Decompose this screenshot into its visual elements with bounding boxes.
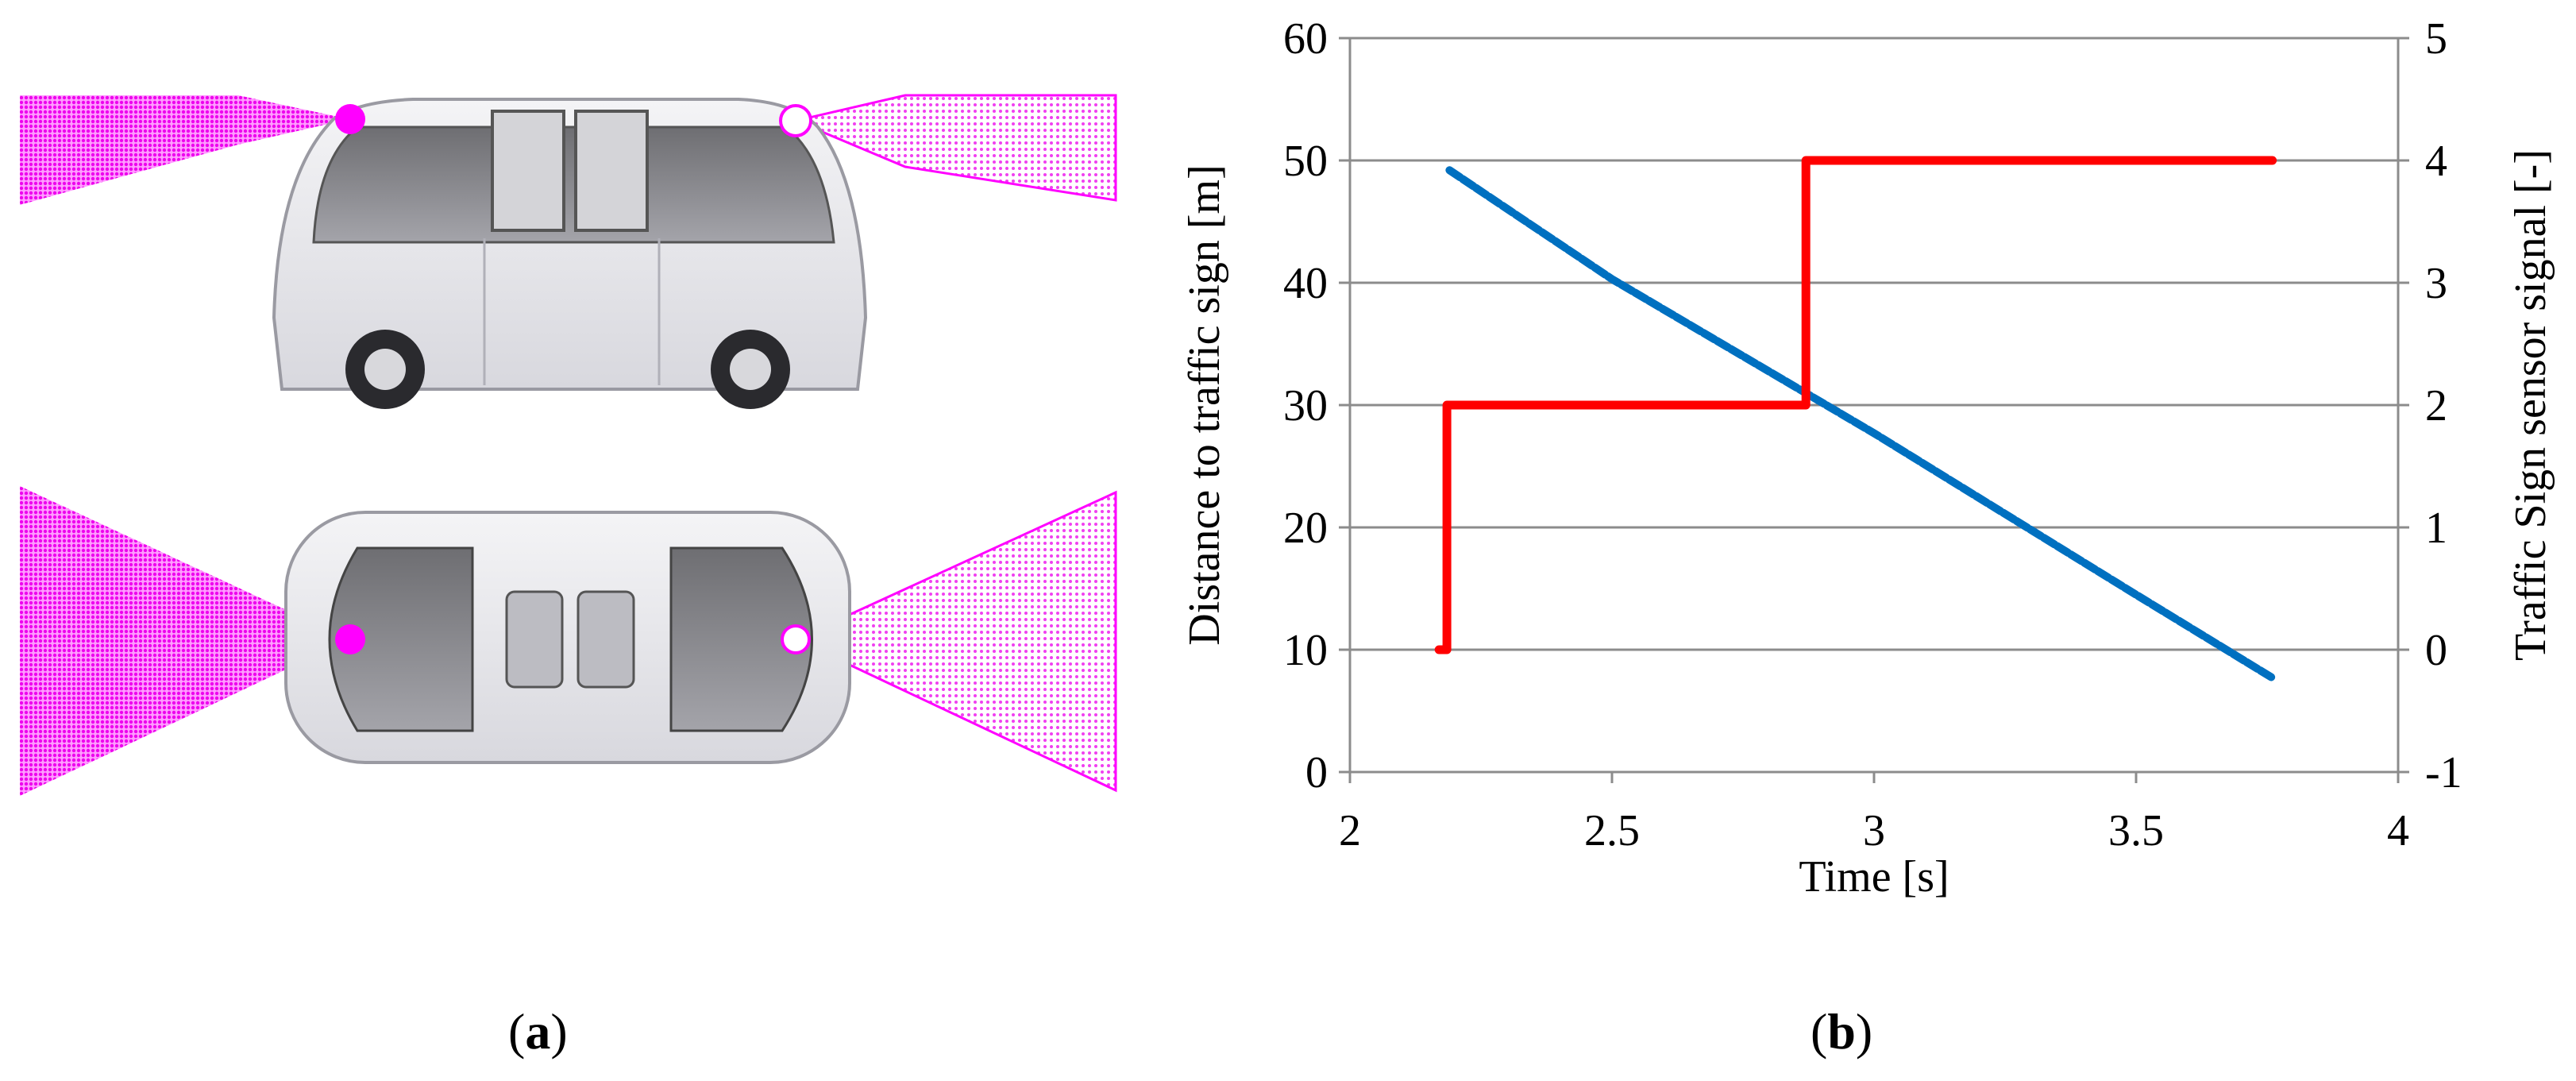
series	[1434, 156, 2277, 682]
door-window-left	[491, 110, 565, 232]
y-tick-label: 60	[1283, 14, 1328, 64]
top-view	[20, 486, 1117, 796]
panel-label-b: (b)	[1811, 1003, 1873, 1060]
rear-sensor-icon-top	[781, 624, 811, 654]
y2-tick-label: 3	[2425, 259, 2447, 308]
y2-tick-label: 5	[2425, 14, 2447, 64]
y2-axis-label: Traffic Sign sensor signal [-]	[2506, 149, 2555, 661]
roof-panel-left	[505, 590, 564, 689]
side-view	[20, 94, 1117, 409]
roof-panel-right	[577, 590, 635, 689]
panel-label-a: (a)	[508, 1003, 568, 1060]
y-tick-label: 40	[1283, 259, 1328, 308]
x-tick-label: 3.5	[2108, 806, 2164, 855]
vehicle-illustration	[20, 94, 1117, 796]
front-sensor-icon-top	[335, 624, 365, 654]
y2-tick-label: 0	[2425, 626, 2447, 675]
y-tick-label: 0	[1305, 748, 1328, 797]
sensor-signal-line	[1434, 156, 2277, 654]
rear-windshield-top	[669, 546, 813, 732]
y-tick-label: 30	[1283, 381, 1328, 430]
y2-tick-label: -1	[2425, 748, 2462, 797]
y2-tick-label: 2	[2425, 381, 2447, 430]
rear-sensor-cone-side	[792, 94, 1117, 202]
y2-tick-label: 1	[2425, 504, 2447, 553]
tick-labels: 0 10 20 30 40 50 60 -1 0 1 2 3 4 5 2 2.5 3 3.5 4	[1283, 14, 2462, 855]
axes	[1339, 37, 2409, 783]
x-tick-label: 3	[1863, 806, 1885, 855]
y-tick-label: 10	[1283, 626, 1328, 675]
rear-hub-side	[730, 349, 771, 390]
y-axis-label: Distance to traffic sign [m]	[1180, 164, 1229, 645]
rear-sensor-icon	[779, 104, 812, 137]
front-windshield-top	[328, 546, 474, 732]
front-sensor-cone-top	[20, 486, 349, 796]
x-tick-label: 2	[1339, 806, 1361, 855]
x-tick-label: 2.5	[1584, 806, 1640, 855]
front-sensor-cone-side	[20, 95, 349, 205]
y-tick-label: 50	[1283, 137, 1328, 186]
x-axis-label: Time [s]	[1799, 852, 1949, 901]
front-sensor-icon	[335, 104, 365, 134]
front-hub-side	[364, 349, 406, 390]
x-tick-label: 4	[2387, 806, 2409, 855]
y-tick-label: 20	[1283, 504, 1328, 553]
distance-line	[1445, 166, 2277, 682]
vehicle-glass-side	[312, 125, 835, 244]
y2-tick-label: 4	[2425, 137, 2447, 186]
door-window-right	[574, 110, 649, 232]
rear-sensor-cone-top	[792, 490, 1117, 793]
